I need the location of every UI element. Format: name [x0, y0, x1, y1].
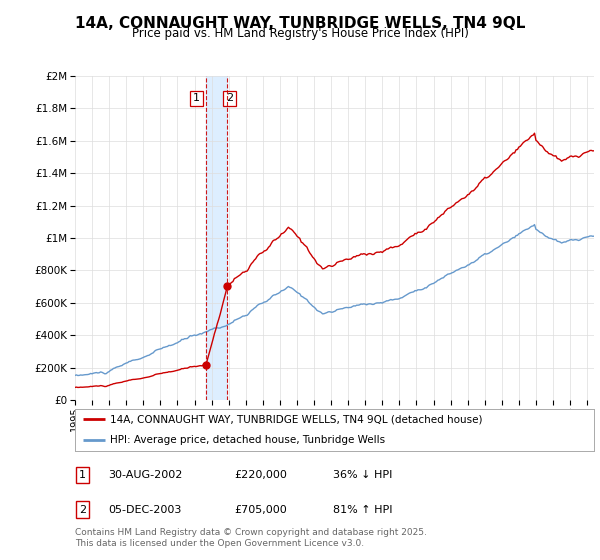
- Text: 1: 1: [79, 470, 86, 480]
- Text: Contains HM Land Registry data © Crown copyright and database right 2025.
This d: Contains HM Land Registry data © Crown c…: [75, 528, 427, 548]
- Text: 81% ↑ HPI: 81% ↑ HPI: [333, 505, 392, 515]
- Bar: [206, 76, 227, 400]
- Text: 2: 2: [226, 94, 233, 104]
- Text: 05-DEC-2003: 05-DEC-2003: [108, 505, 181, 515]
- Text: 14A, CONNAUGHT WAY, TUNBRIDGE WELLS, TN4 9QL (detached house): 14A, CONNAUGHT WAY, TUNBRIDGE WELLS, TN4…: [110, 414, 483, 424]
- Text: HPI: Average price, detached house, Tunbridge Wells: HPI: Average price, detached house, Tunb…: [110, 435, 385, 445]
- Text: 2: 2: [79, 505, 86, 515]
- Text: £220,000: £220,000: [234, 470, 287, 480]
- Text: 1: 1: [193, 94, 200, 104]
- Text: £705,000: £705,000: [234, 505, 287, 515]
- Text: 14A, CONNAUGHT WAY, TUNBRIDGE WELLS, TN4 9QL: 14A, CONNAUGHT WAY, TUNBRIDGE WELLS, TN4…: [75, 16, 525, 31]
- Text: 36% ↓ HPI: 36% ↓ HPI: [333, 470, 392, 480]
- Text: Price paid vs. HM Land Registry's House Price Index (HPI): Price paid vs. HM Land Registry's House …: [131, 27, 469, 40]
- Text: 30-AUG-2002: 30-AUG-2002: [108, 470, 182, 480]
